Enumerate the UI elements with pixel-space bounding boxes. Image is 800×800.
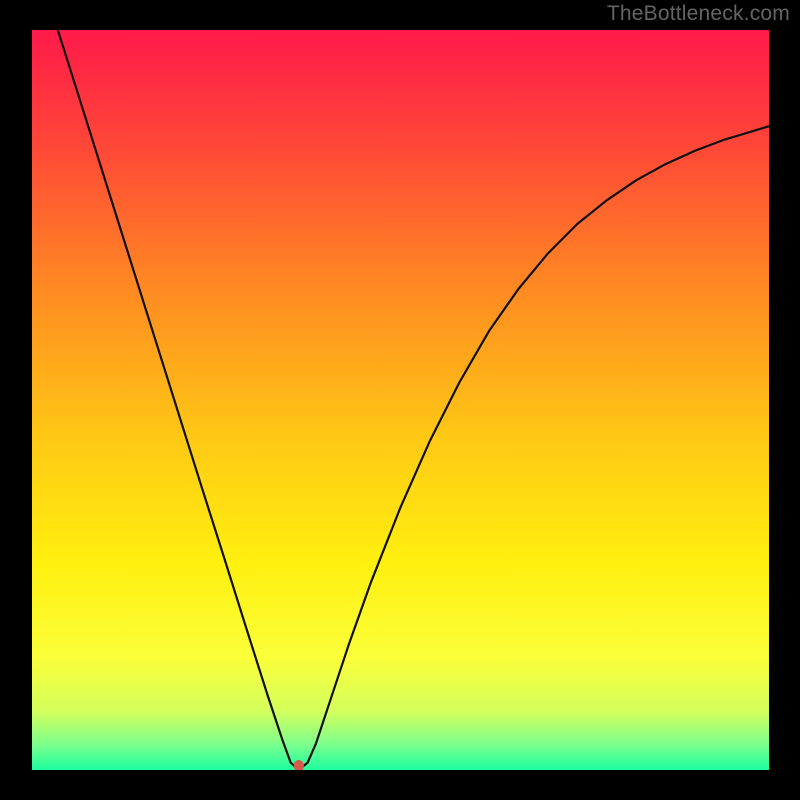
watermark-text: TheBottleneck.com — [607, 2, 790, 26]
chart-container: TheBottleneck.com — [0, 0, 800, 800]
plot-gradient-background — [32, 30, 769, 770]
chart-svg — [0, 0, 800, 800]
